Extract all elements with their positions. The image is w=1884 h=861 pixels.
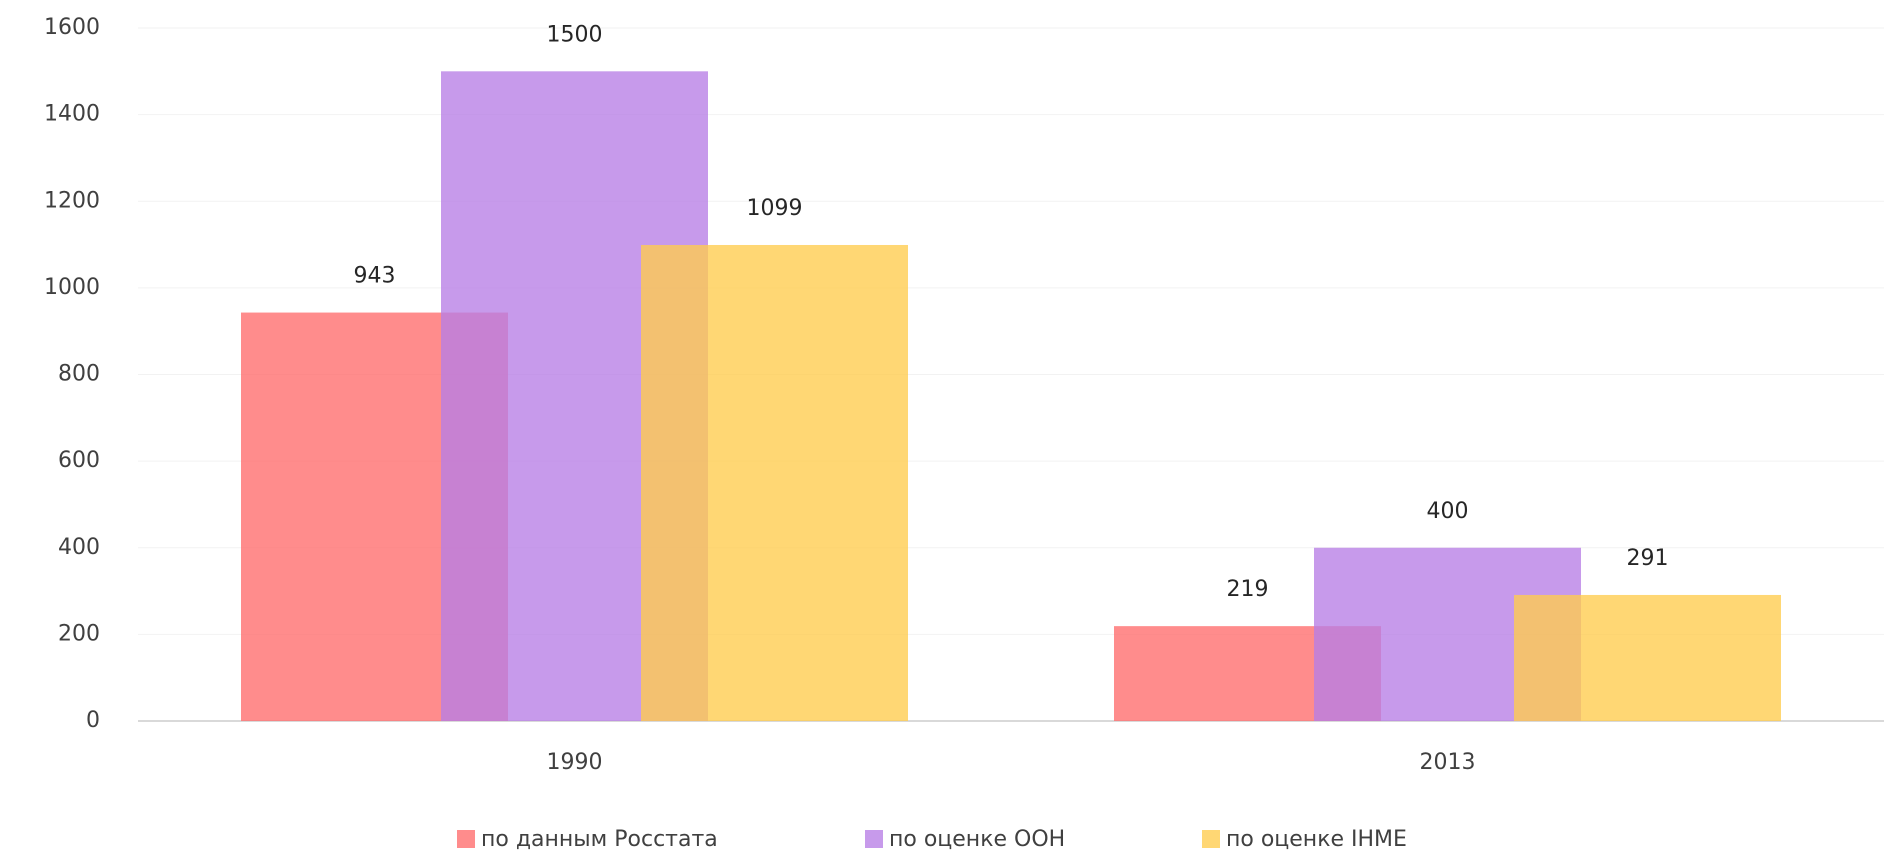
data-label: 943 <box>354 264 396 289</box>
data-label: 219 <box>1227 577 1269 602</box>
x-tick-label: 2013 <box>1420 750 1476 775</box>
bar <box>641 244 908 722</box>
y-tick-label: 200 <box>58 621 100 646</box>
x-tick-label: 1990 <box>547 750 603 775</box>
y-tick-label: 0 <box>86 708 100 733</box>
y-tick-label: 1200 <box>44 188 100 213</box>
legend-marker <box>1202 830 1220 848</box>
y-tick-label: 800 <box>58 362 100 387</box>
legend-marker <box>457 830 475 848</box>
y-tick-label: 400 <box>58 535 100 560</box>
legend-marker <box>865 830 883 848</box>
data-label: 291 <box>1627 546 1669 571</box>
legend-label: по данным Росстата <box>481 827 718 852</box>
bar <box>1514 594 1781 721</box>
data-label: 400 <box>1427 499 1469 524</box>
legend-label: по оценке ООН <box>889 827 1065 852</box>
y-tick-label: 1400 <box>44 102 100 127</box>
y-tick-label: 1000 <box>44 275 100 300</box>
data-label: 1500 <box>547 22 603 47</box>
y-tick-label: 600 <box>58 448 100 473</box>
legend-label: по оценке IHME <box>1226 827 1407 852</box>
data-label: 1099 <box>747 196 803 221</box>
y-tick-label: 1600 <box>44 15 100 40</box>
